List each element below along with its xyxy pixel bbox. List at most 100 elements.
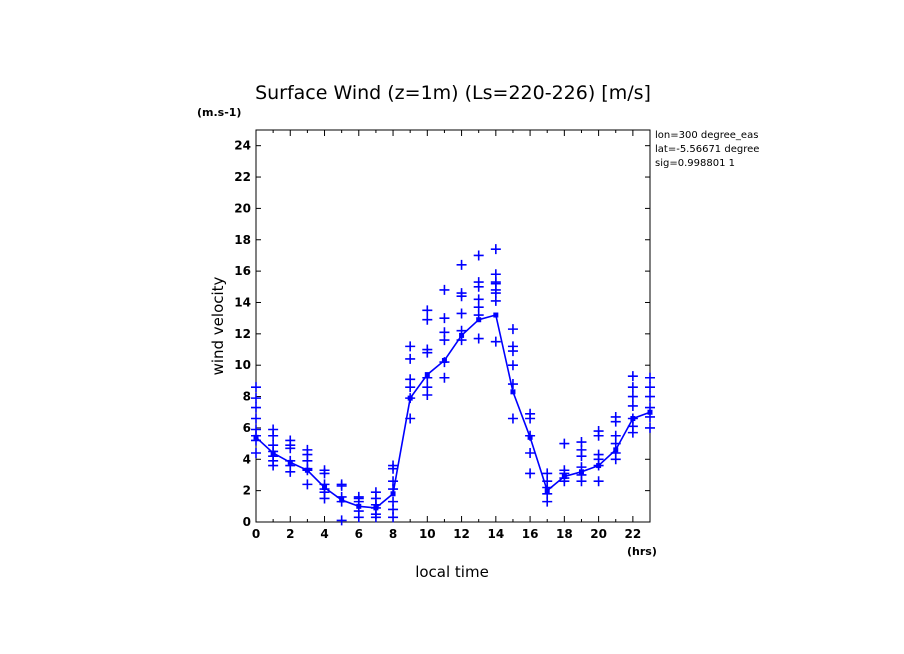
data-point: [645, 391, 655, 402]
mean-marker: [459, 332, 465, 338]
mean-marker: [339, 497, 345, 503]
data-point: [285, 443, 296, 454]
data-point: [319, 493, 330, 504]
mean-line: [255, 314, 651, 509]
y-tick-label: 12: [234, 327, 251, 341]
data-point: [388, 463, 399, 474]
data-point: [490, 244, 501, 255]
data-point: [610, 454, 621, 465]
data-point: [388, 512, 399, 523]
x-axis-label: local time: [415, 563, 489, 581]
data-point: [405, 382, 416, 393]
x-tick-label: 18: [556, 527, 573, 541]
data-point: [542, 496, 553, 507]
data-point: [268, 430, 279, 441]
mean-marker: [647, 409, 653, 415]
mean-marker: [407, 395, 413, 401]
mean-marker: [544, 488, 550, 494]
data-point: [251, 413, 261, 424]
data-point: [336, 515, 347, 526]
data-point: [593, 476, 604, 487]
mean-marker: [613, 447, 619, 453]
data-point: [251, 402, 261, 413]
x-tick-label: 22: [625, 527, 642, 541]
data-point: [422, 314, 433, 325]
data-point: [268, 460, 279, 471]
x-tick-label: 12: [453, 527, 470, 541]
plot-frame: [255, 129, 651, 523]
data-point: [353, 512, 364, 523]
mean-marker: [476, 317, 482, 323]
mean-marker: [390, 491, 396, 497]
data-point: [302, 479, 313, 490]
data-point: [627, 382, 638, 393]
data-point: [456, 291, 467, 302]
x-tick-label: 0: [252, 527, 260, 541]
y-tick-label: 20: [234, 201, 251, 215]
data-point: [336, 480, 347, 491]
data-point: [473, 250, 484, 261]
y-tick-label: 10: [234, 358, 251, 372]
data-point: [610, 416, 621, 427]
mean-marker: [270, 450, 276, 456]
data-point: [525, 413, 536, 424]
mean-marker: [356, 503, 362, 509]
mean-marker: [561, 474, 567, 480]
data-point: [507, 360, 518, 371]
y-tick-label: 8: [243, 390, 251, 404]
data-point: [319, 468, 330, 479]
info-line-sig: sig=0.998801 1: [655, 158, 735, 169]
x-tick-label: 14: [487, 527, 504, 541]
y-tick-label: 4: [243, 452, 251, 466]
data-point: [507, 379, 518, 390]
data-point: [507, 346, 518, 357]
data-point: [422, 305, 433, 316]
data-point: [473, 281, 484, 292]
mean-marker: [373, 505, 379, 511]
data-point: [405, 353, 416, 364]
mean-marker: [510, 389, 516, 395]
data-point: [370, 512, 381, 523]
data-point: [456, 308, 467, 319]
y-unit-label: (m.s-1): [197, 106, 241, 119]
x-tick-label: 20: [590, 527, 607, 541]
data-point: [439, 335, 450, 346]
data-point: [251, 393, 261, 404]
data-point: [627, 391, 638, 402]
y-axis-label: wind velocity: [209, 276, 227, 375]
x-tick-label: 8: [389, 527, 397, 541]
x-tick-label: 4: [320, 527, 328, 541]
mean-marker: [527, 434, 533, 440]
x-unit-label: (hrs): [627, 545, 657, 558]
data-point: [422, 347, 433, 358]
mean-marker: [253, 434, 259, 440]
data-point: [525, 448, 536, 459]
x-tick-label: 2: [286, 527, 294, 541]
data-point: [439, 313, 450, 324]
data-point: [507, 324, 518, 335]
y-tick-label: 16: [234, 264, 251, 278]
mean-marker: [578, 469, 584, 475]
data-point: [507, 413, 518, 424]
data-point: [576, 476, 587, 487]
y-tick-label: 2: [243, 484, 251, 498]
data-point: [576, 451, 587, 462]
x-tick-label: 10: [419, 527, 436, 541]
data-point: [559, 438, 570, 449]
data-point: [251, 448, 261, 459]
data-point: [439, 284, 450, 295]
data-point: [439, 372, 450, 383]
x-tick-label: 16: [522, 527, 539, 541]
data-point: [285, 466, 296, 477]
y-tick-label: 24: [234, 139, 251, 153]
data-point: [627, 400, 638, 411]
data-point: [251, 382, 261, 393]
y-tick-label: 14: [234, 295, 251, 309]
mean-marker: [596, 463, 602, 469]
data-point: [422, 389, 433, 400]
mean-marker: [322, 485, 328, 491]
info-line-lon: lon=300 degree_eas: [655, 130, 758, 141]
mean-marker: [304, 467, 310, 473]
